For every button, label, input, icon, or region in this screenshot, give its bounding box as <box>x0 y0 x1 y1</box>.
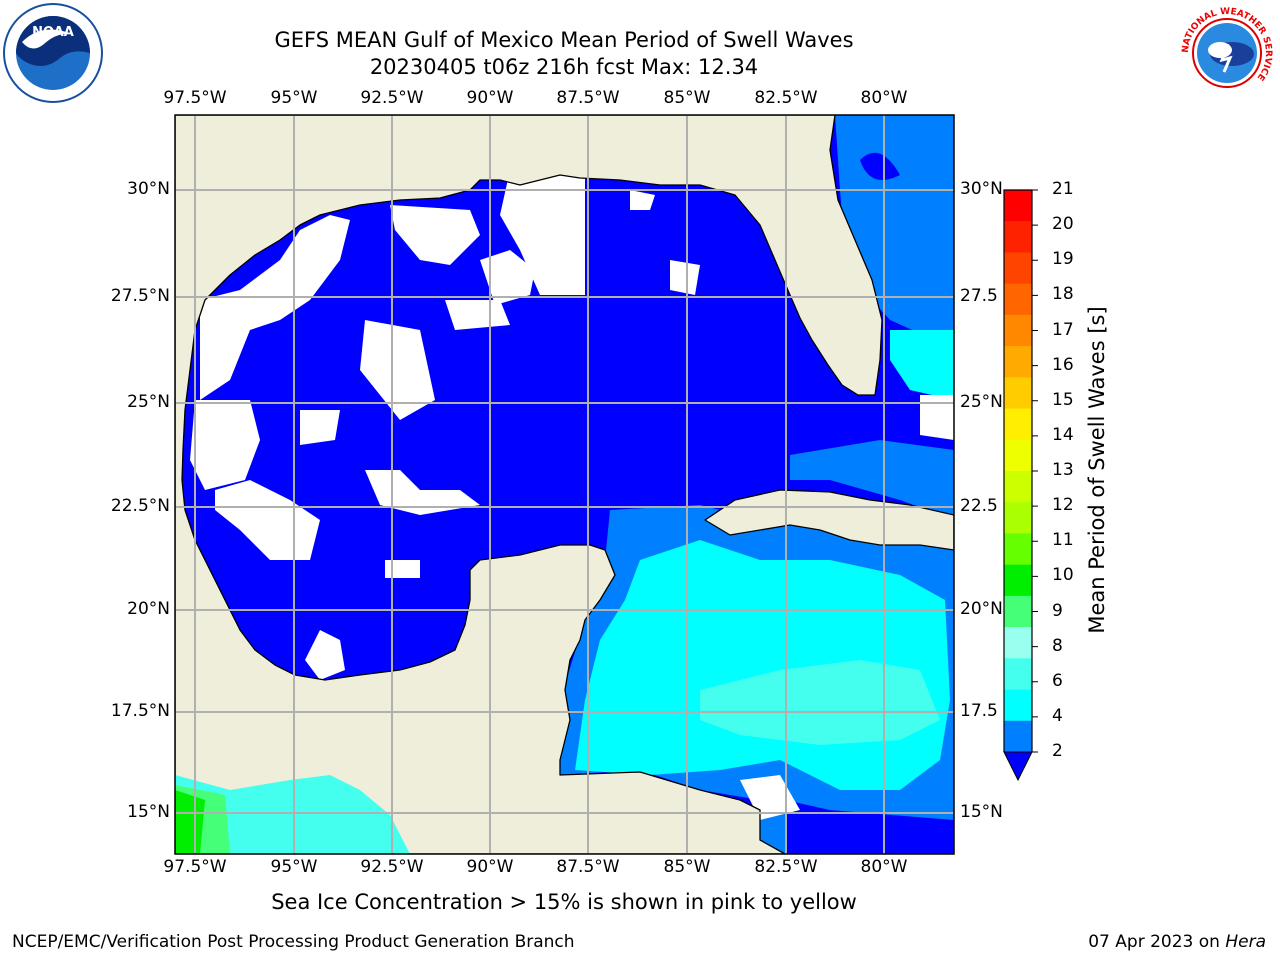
colorbar-tick-label: 2 <box>1052 741 1063 761</box>
lat-tick-left: 17.5°N <box>110 701 170 721</box>
colorbar-tick-label: 8 <box>1052 635 1063 656</box>
map-plot-area <box>175 115 954 854</box>
lat-tick-right: 15°N <box>960 802 1003 822</box>
lat-tick-left: 27.5°N <box>110 286 170 306</box>
lat-tick-right: 30°N <box>960 179 1003 199</box>
lon-tick-top: 97.5°W <box>163 88 227 108</box>
pacific-swell-zone <box>175 775 410 854</box>
lon-tick-bottom: 97.5°W <box>163 857 227 877</box>
colorbar-extend-triangle <box>1003 751 1033 782</box>
colorbar-segment <box>1004 252 1032 285</box>
lon-tick-top: 90°W <box>466 88 514 108</box>
lat-tick-left: 25°N <box>127 392 170 412</box>
colorbar-tick-label: 6 <box>1052 670 1063 691</box>
straits-swell-zone <box>790 440 954 520</box>
lon-tick-top: 95°W <box>270 88 318 108</box>
pacific-9to10 <box>175 790 205 854</box>
caption: Sea Ice Concentration > 15% is shown in … <box>271 890 857 914</box>
colorbar-tick-label: 11 <box>1052 530 1074 551</box>
caribbean-6to8 <box>700 660 940 745</box>
colorbar-tick-label: 4 <box>1052 705 1063 726</box>
colorbar-segment <box>1004 502 1032 534</box>
colorbar-segment <box>1004 283 1032 316</box>
colorbar-segment <box>1004 471 1032 503</box>
lon-tick-bottom: 85°W <box>663 857 711 877</box>
colorbar-segment <box>1004 533 1032 566</box>
colorbar-segment <box>1004 221 1032 253</box>
lon-tick-bottom: 95°W <box>270 857 318 877</box>
lon-tick-top: 92.5°W <box>360 88 424 108</box>
colorbar-tick-label: 21 <box>1052 179 1074 199</box>
colorbar-segment <box>1004 314 1032 347</box>
lon-tick-bottom: 87.5°W <box>556 857 620 877</box>
lat-tick-left: 30°N <box>127 179 170 199</box>
lat-tick-right: 25°N <box>960 392 1003 412</box>
lon-tick-bottom: 90°W <box>466 857 514 877</box>
lon-tick-top: 85°W <box>663 88 711 108</box>
colorbar-tick-label: 19 <box>1052 249 1074 270</box>
lon-tick-bottom: 80°W <box>860 857 908 877</box>
footer-host: Hera <box>1225 932 1266 952</box>
colorbar-segment <box>1004 627 1032 659</box>
colorbar-segment <box>1004 564 1032 597</box>
chart-title: GEFS MEAN Gulf of Mexico Mean Period of … <box>274 28 854 52</box>
colorbar-segment <box>1004 439 1032 472</box>
lon-tick-top: 80°W <box>860 88 908 108</box>
colorbar-segment <box>1004 658 1032 691</box>
colorbar-segment <box>1004 689 1032 722</box>
colorbar-segment <box>1004 190 1032 222</box>
colorbar-tick-label: 15 <box>1052 389 1074 410</box>
chart-subtitle: 20230405 t06z 216h fcst Max: 12.34 <box>369 55 759 79</box>
colorbar <box>1003 189 1038 782</box>
footer-left: NCEP/EMC/Verification Post Processing Pr… <box>12 932 575 952</box>
colorbar-tick-label: 9 <box>1052 600 1063 621</box>
footer-right: 07 Apr 2023 on Hera <box>1088 932 1266 952</box>
colorbar-tick-label: 16 <box>1052 354 1074 375</box>
colorbar-tick-label: 12 <box>1052 495 1074 516</box>
colorbar-label: Mean Period of Swell Waves [s] <box>1085 306 1109 634</box>
lon-tick-top: 82.5°W <box>754 88 818 108</box>
lat-tick-right: 27.5 <box>960 286 998 306</box>
lat-tick-right: 17.5 <box>960 701 998 721</box>
bahamas-4to6 <box>890 330 954 400</box>
colorbar-tick-label: 18 <box>1052 284 1074 305</box>
lat-tick-left: 15°N <box>127 802 170 822</box>
colorbar-tick-label: 13 <box>1052 460 1074 480</box>
colorbar-segment <box>1004 346 1032 378</box>
colorbar-tick-label: 10 <box>1052 565 1074 586</box>
colorbar-tick-label: 14 <box>1052 424 1074 445</box>
footer-date: 07 Apr 2023 on <box>1088 932 1220 952</box>
colorbar-segment <box>1004 377 1032 410</box>
lon-tick-top: 87.5°W <box>556 88 620 108</box>
atlantic-patch <box>860 152 900 180</box>
lon-tick-bottom: 92.5°W <box>360 857 424 877</box>
lat-tick-right: 22.5 <box>960 496 998 516</box>
colorbar-segment <box>1004 408 1032 441</box>
land-masses <box>175 115 954 854</box>
gridlines <box>175 115 954 854</box>
lat-tick-left: 22.5°N <box>110 496 170 516</box>
colorbar-tick-label: 20 <box>1052 214 1074 235</box>
nws-logo: NATIONAL WEATHER SERVICE <box>1179 5 1275 101</box>
lat-tick-right: 20°N <box>960 599 1003 619</box>
lon-tick-bottom: 82.5°W <box>754 857 818 877</box>
map-frame <box>174 114 955 855</box>
colorbar-tick-label: 17 <box>1052 319 1074 340</box>
colorbar-segment <box>1004 595 1032 628</box>
colorbar-segment <box>1004 720 1032 753</box>
noaa-logo: NOAA <box>3 3 103 103</box>
noaa-logo-text: NOAA <box>32 25 74 40</box>
lat-tick-left: 20°N <box>127 599 170 619</box>
